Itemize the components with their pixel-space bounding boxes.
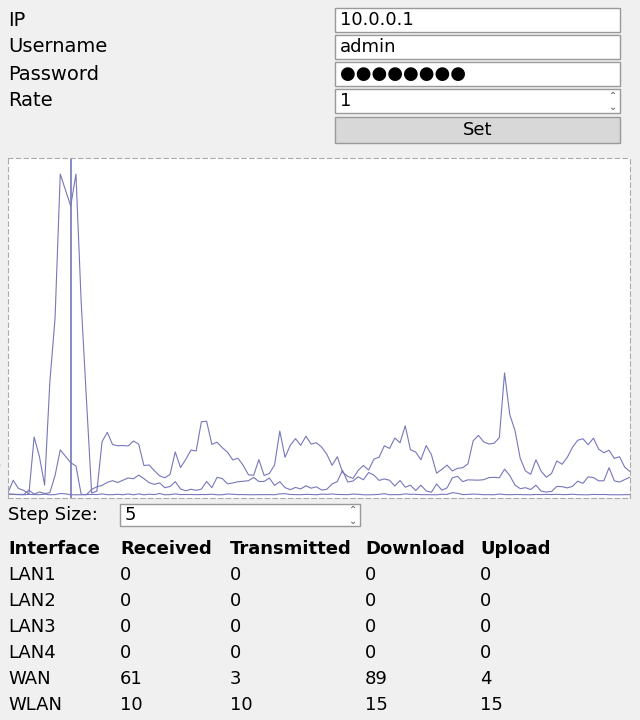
FancyBboxPatch shape xyxy=(335,62,620,86)
FancyBboxPatch shape xyxy=(120,504,360,526)
Text: 0: 0 xyxy=(230,566,241,584)
FancyBboxPatch shape xyxy=(335,89,620,113)
Text: Set: Set xyxy=(463,121,492,139)
Text: Upload: Upload xyxy=(480,540,550,558)
Text: 10: 10 xyxy=(230,696,253,714)
Text: 0: 0 xyxy=(230,618,241,636)
Text: LAN1: LAN1 xyxy=(8,566,56,584)
Text: 0: 0 xyxy=(365,644,376,662)
Text: 3: 3 xyxy=(230,670,241,688)
Text: 0: 0 xyxy=(230,644,241,662)
Text: 61: 61 xyxy=(120,670,143,688)
Text: 0: 0 xyxy=(480,644,492,662)
Text: 10: 10 xyxy=(120,696,143,714)
Text: 0: 0 xyxy=(365,592,376,610)
Text: Transmitted: Transmitted xyxy=(230,540,352,558)
Text: IP: IP xyxy=(8,11,25,30)
Text: 0: 0 xyxy=(480,618,492,636)
Text: 15: 15 xyxy=(480,696,503,714)
Text: Rate: Rate xyxy=(8,91,52,110)
Text: Password: Password xyxy=(8,65,99,84)
Text: 4: 4 xyxy=(480,670,492,688)
Text: LAN2: LAN2 xyxy=(8,592,56,610)
Text: Interface: Interface xyxy=(8,540,100,558)
FancyBboxPatch shape xyxy=(335,35,620,59)
Text: 10.0.0.1: 10.0.0.1 xyxy=(340,11,413,29)
Text: WLAN: WLAN xyxy=(8,696,62,714)
Text: 0: 0 xyxy=(120,592,131,610)
Text: 0: 0 xyxy=(230,592,241,610)
Text: LAN4: LAN4 xyxy=(8,644,56,662)
FancyBboxPatch shape xyxy=(335,8,620,32)
Text: ●●●●●●●●: ●●●●●●●● xyxy=(340,65,466,83)
Text: 1: 1 xyxy=(340,92,351,110)
Text: 0: 0 xyxy=(480,592,492,610)
Text: 89: 89 xyxy=(365,670,388,688)
Text: Download: Download xyxy=(365,540,465,558)
Text: Received: Received xyxy=(120,540,212,558)
Text: admin: admin xyxy=(340,38,397,56)
Text: 0: 0 xyxy=(120,566,131,584)
Text: Step Size:: Step Size: xyxy=(8,506,98,524)
Text: 0: 0 xyxy=(365,618,376,636)
Text: ⌃
⌄: ⌃ ⌄ xyxy=(609,90,617,112)
Text: 5: 5 xyxy=(125,506,136,524)
Text: 15: 15 xyxy=(365,696,388,714)
Text: ⌃
⌄: ⌃ ⌄ xyxy=(349,504,357,526)
Text: 0: 0 xyxy=(480,566,492,584)
Text: LAN3: LAN3 xyxy=(8,618,56,636)
Text: 0: 0 xyxy=(120,618,131,636)
Text: 0: 0 xyxy=(365,566,376,584)
Text: WAN: WAN xyxy=(8,670,51,688)
Text: Username: Username xyxy=(8,37,108,56)
Text: 0: 0 xyxy=(120,644,131,662)
FancyBboxPatch shape xyxy=(335,117,620,143)
